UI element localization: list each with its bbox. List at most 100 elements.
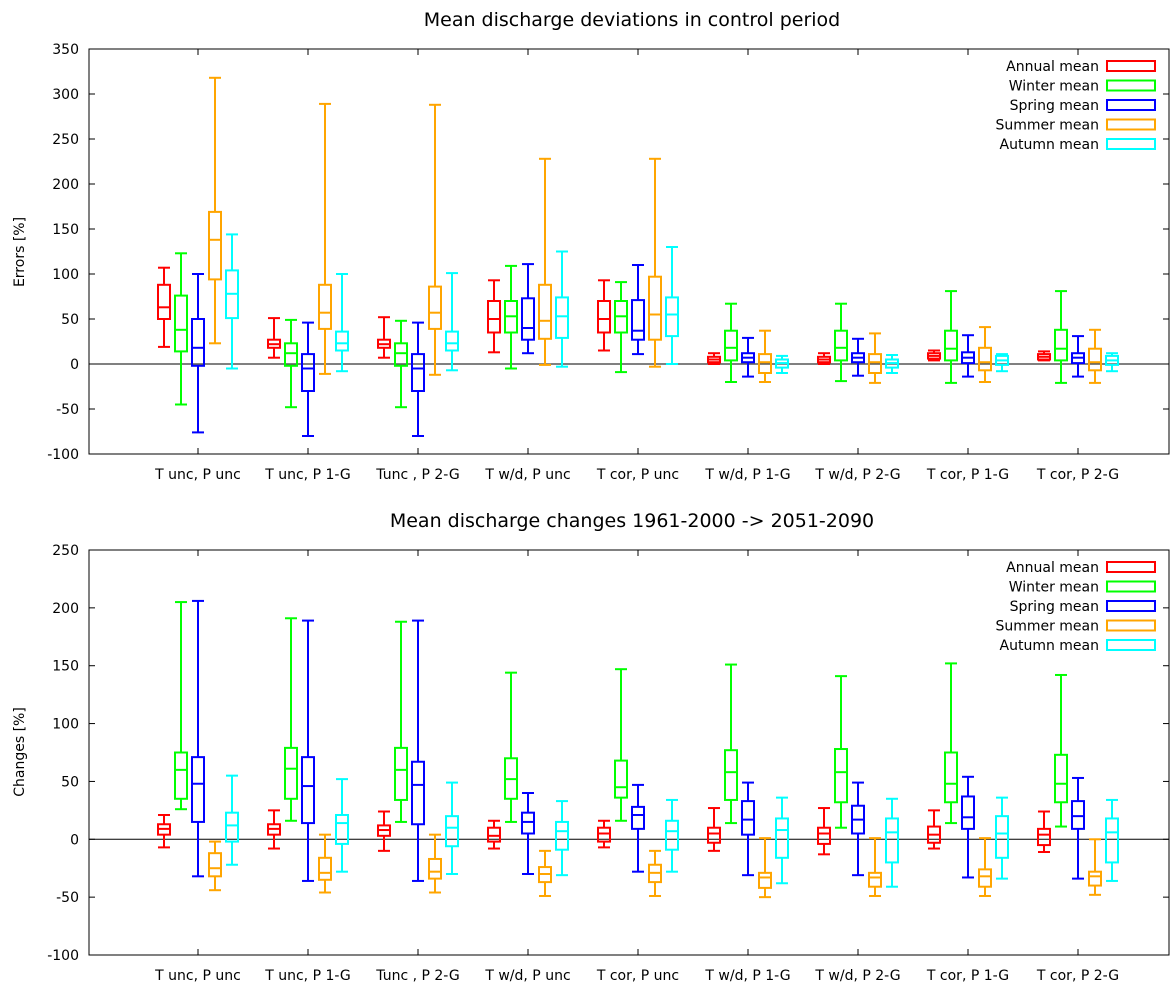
- legend-label: Autumn mean: [1000, 137, 1099, 153]
- box-spring-mean: [301, 619, 315, 882]
- box-winter-mean: [724, 302, 738, 383]
- legend-swatch: [1106, 118, 1156, 131]
- box-spring-mean: [961, 775, 975, 879]
- y-tick-label: 250: [52, 132, 79, 148]
- legend-swatch: [1106, 619, 1156, 632]
- legend: Annual mean Winter mean Spring mean Summer …: [995, 59, 1156, 153]
- y-tick-label: -50: [56, 890, 79, 906]
- box-spring-mean: [741, 336, 755, 378]
- x-tick-label: T w/d, P unc: [484, 467, 570, 483]
- box-spring-mean: [301, 321, 315, 437]
- y-tick-label: 50: [61, 312, 79, 328]
- legend-item: Spring mean: [1010, 98, 1156, 114]
- box-winter-mean: [834, 302, 848, 383]
- chart-control-period: Mean discharge deviations in control per…: [12, 9, 1170, 483]
- box-summer-mean: [648, 157, 662, 368]
- box-summer-mean: [208, 840, 222, 892]
- box-summer-mean: [428, 833, 442, 894]
- box-autumn-mean: [775, 796, 789, 885]
- box-spring-mean: [411, 321, 425, 437]
- box-spring-mean: [631, 783, 645, 873]
- axis-ticks: -100 -50 0 50 100 150 200 250 300 350 T unc, P unc…: [47, 42, 1169, 483]
- box-spring-mean: [961, 334, 975, 378]
- y-tick-label: 0: [70, 357, 79, 373]
- box-spring-mean: [411, 619, 425, 882]
- y-tick-label: -100: [47, 948, 79, 964]
- box-series: [157, 599, 1119, 899]
- box-annual-mean: [597, 819, 611, 849]
- legend-label: Winter mean: [1009, 580, 1099, 596]
- box-winter-mean: [944, 290, 958, 384]
- x-tick-label: T cor, P 2-G: [1036, 968, 1119, 984]
- box-spring-mean: [741, 781, 755, 877]
- y-axis-label: Changes [%]: [12, 707, 28, 797]
- box-summer-mean: [868, 332, 882, 384]
- box-annual-mean: [707, 807, 721, 852]
- box-winter-mean: [394, 319, 408, 409]
- box-annual-mean: [927, 809, 941, 850]
- y-tick-label: 150: [52, 222, 79, 238]
- y-tick-label: 200: [52, 177, 79, 193]
- box-autumn-mean: [555, 250, 569, 368]
- box-summer-mean: [538, 849, 552, 897]
- box-summer-mean: [978, 837, 992, 897]
- box-annual-mean: [817, 352, 831, 365]
- y-tick-label: 350: [52, 42, 79, 58]
- legend-label: Summer mean: [995, 118, 1099, 134]
- box-annual-mean: [1037, 810, 1051, 854]
- box-annual-mean: [927, 349, 941, 362]
- y-tick-label: 50: [61, 774, 79, 790]
- x-tick-label: T unc, P 1-G: [264, 467, 351, 483]
- box-winter-mean: [174, 252, 188, 406]
- legend-label: Annual mean: [1006, 59, 1099, 75]
- box-winter-mean: [1054, 673, 1068, 828]
- box-annual-mean: [157, 813, 171, 849]
- legend-swatch: [1106, 639, 1156, 651]
- box-winter-mean: [614, 281, 628, 374]
- x-tick-label: T w/d, P 2-G: [814, 968, 900, 984]
- box-spring-mean: [1071, 776, 1085, 880]
- box-spring-mean: [191, 273, 205, 434]
- box-autumn-mean: [1105, 798, 1119, 882]
- box-autumn-mean: [335, 273, 349, 373]
- box-winter-mean: [1054, 290, 1068, 384]
- box-winter-mean: [724, 663, 738, 825]
- x-tick-label: T w/d, P unc: [484, 968, 570, 984]
- y-axis-label: Errors [%]: [12, 217, 28, 287]
- x-tick-label: T cor, P 2-G: [1036, 467, 1119, 483]
- x-tick-label: T cor, P 1-G: [926, 467, 1009, 483]
- x-tick-label: Tunc , P 2-G: [375, 968, 459, 984]
- box-spring-mean: [851, 337, 865, 377]
- box-autumn-mean: [885, 797, 899, 888]
- legend-item: Autumn mean: [1000, 638, 1156, 654]
- box-annual-mean: [487, 819, 501, 850]
- box-winter-mean: [614, 668, 628, 822]
- box-winter-mean: [504, 264, 518, 370]
- x-tick-label: T cor, P unc: [596, 968, 679, 984]
- box-summer-mean: [868, 837, 882, 897]
- box-spring-mean: [851, 781, 865, 877]
- box-summer-mean: [538, 157, 552, 366]
- box-autumn-mean: [335, 778, 349, 873]
- legend-item: Summer mean: [995, 619, 1156, 635]
- box-spring-mean: [191, 599, 205, 878]
- legend: Annual mean Winter mean Spring mean Summer …: [995, 560, 1156, 654]
- chart-title: Mean discharge deviations in control per…: [424, 9, 840, 31]
- x-tick-label: T unc, P 1-G: [264, 968, 351, 984]
- box-autumn-mean: [225, 233, 239, 370]
- legend-item: Winter mean: [1009, 79, 1156, 95]
- x-tick-label: Tunc , P 2-G: [375, 467, 459, 483]
- box-winter-mean: [504, 671, 518, 823]
- box-annual-mean: [267, 809, 281, 850]
- box-autumn-mean: [775, 354, 789, 374]
- box-summer-mean: [208, 76, 222, 345]
- legend-label: Summer mean: [995, 619, 1099, 635]
- box-winter-mean: [834, 675, 848, 829]
- box-annual-mean: [817, 807, 831, 856]
- y-tick-label: -50: [56, 402, 79, 418]
- box-autumn-mean: [995, 353, 1009, 373]
- box-spring-mean: [521, 792, 535, 875]
- y-tick-label: 150: [52, 659, 79, 675]
- box-winter-mean: [174, 601, 188, 811]
- box-autumn-mean: [225, 774, 239, 866]
